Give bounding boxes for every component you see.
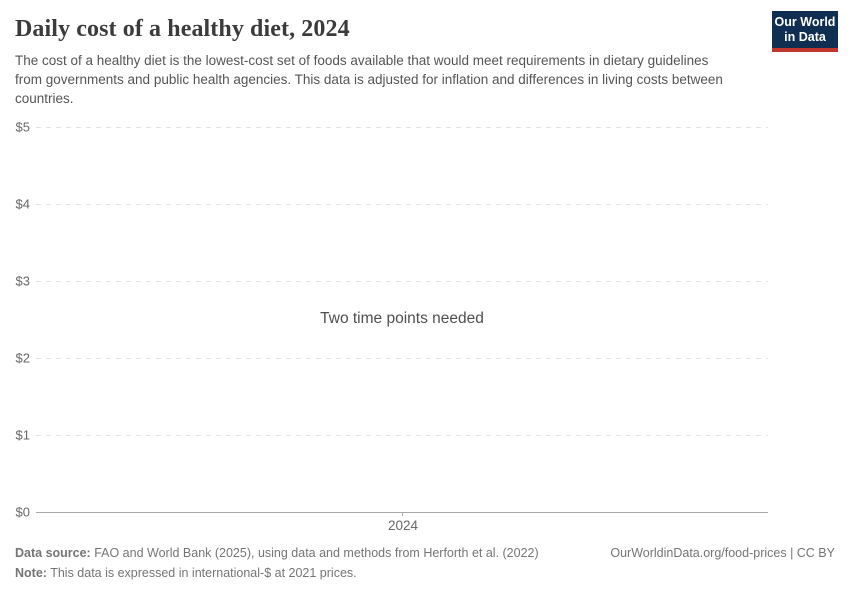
x-axis-tick-mark xyxy=(402,512,403,516)
y-tick-label: $3 xyxy=(15,273,30,289)
data-source-text: FAO and World Bank (2025), using data an… xyxy=(90,546,539,560)
chart-empty-message: Two time points needed xyxy=(320,310,484,327)
y-gridline xyxy=(36,358,768,359)
note-line: Note: This data is expressed in internat… xyxy=(15,563,539,583)
owid-logo-line2: in Data xyxy=(784,30,826,44)
data-source-line: Data source: FAO and World Bank (2025), … xyxy=(15,543,539,563)
x-axis-line xyxy=(36,512,768,513)
y-gridline xyxy=(36,281,768,282)
plot-area: Two time points needed 2024 $5 $4 $3 $2 $1 $0 xyxy=(0,120,850,533)
y-gridline xyxy=(36,204,768,205)
y-tick-label: $4 xyxy=(15,196,30,212)
footer-source-note: Data source: FAO and World Bank (2025), … xyxy=(15,543,539,583)
y-gridline xyxy=(36,127,768,128)
y-tick-label: $0 xyxy=(15,504,30,520)
owid-logo-line1: Our World xyxy=(774,15,836,29)
note-label: Note: xyxy=(15,566,47,580)
note-text: This data is expressed in international-… xyxy=(46,566,357,580)
chart-footer: Data source: FAO and World Bank (2025), … xyxy=(15,543,835,583)
y-tick-label: $5 xyxy=(15,119,30,135)
chart-title: Daily cost of a healthy diet, 2024 xyxy=(15,16,350,42)
chart-subtitle: The cost of a healthy diet is the lowest… xyxy=(15,53,723,106)
owid-logo[interactable]: Our World in Data xyxy=(772,11,838,52)
y-gridline xyxy=(36,435,768,436)
y-tick-label: $2 xyxy=(15,350,30,366)
citation-link[interactable]: OurWorldinData.org/food-prices | CC BY xyxy=(610,546,835,560)
x-axis-tick-label: 2024 xyxy=(387,518,419,533)
y-tick-label: $1 xyxy=(15,427,30,443)
data-source-label: Data source: xyxy=(15,546,91,560)
